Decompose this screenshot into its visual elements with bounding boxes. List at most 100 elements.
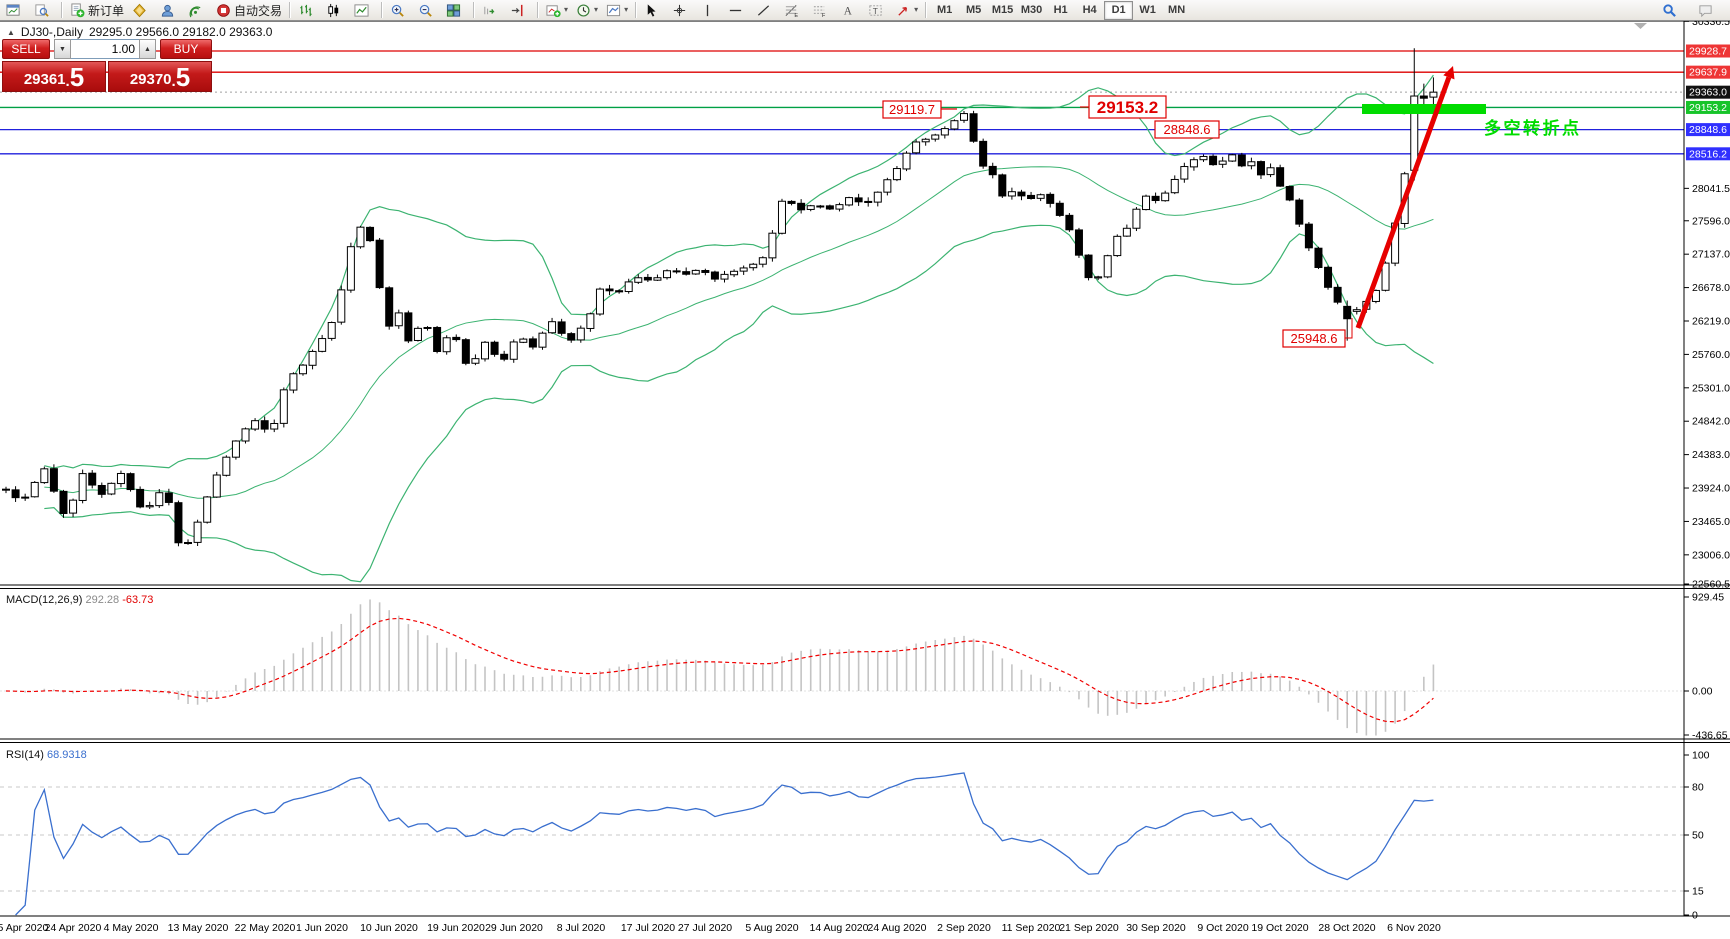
axis-tick-label: 22560.5 bbox=[1692, 579, 1730, 591]
timeframe-m5-button[interactable]: M5 bbox=[965, 4, 982, 16]
toolbar-profiles-button[interactable] bbox=[30, 0, 58, 21]
toolbar-new-order-button[interactable]: 新订单 bbox=[66, 0, 128, 21]
price-label-box bbox=[1282, 329, 1346, 348]
toolbar-fibonacci-button[interactable]: E bbox=[780, 0, 808, 21]
candle-body bbox=[1065, 214, 1074, 231]
toolbar-periods-button[interactable]: ▾ bbox=[572, 0, 602, 21]
candle-body bbox=[1343, 305, 1352, 320]
timeframe-mn-button[interactable]: MN bbox=[1168, 4, 1186, 16]
toolbar-horizontal-line-button[interactable] bbox=[724, 0, 752, 21]
date-label: 30 Sep 2020 bbox=[1126, 922, 1186, 934]
toolbar-chart-shift-button[interactable] bbox=[506, 0, 534, 21]
toolbar-line-chart-button[interactable] bbox=[350, 0, 378, 21]
candle-body bbox=[1247, 161, 1256, 167]
candle-body bbox=[481, 341, 489, 360]
toolbar-text-button[interactable]: A bbox=[836, 0, 864, 21]
toolbar-autotrading-button[interactable]: 自动交易 bbox=[212, 0, 286, 21]
date-label: 17 Jul 2020 bbox=[621, 922, 675, 934]
ask-price-button[interactable]: 29370. 5 bbox=[108, 61, 212, 92]
toolbar-cursor-button[interactable] bbox=[640, 0, 668, 21]
ask-price-dot: . bbox=[171, 73, 176, 90]
candle-body bbox=[528, 338, 537, 348]
date-label: 9 Oct 2020 bbox=[1197, 922, 1249, 934]
toolbar-templates-button[interactable]: ▾ bbox=[602, 0, 632, 21]
toolbar-arrows-button[interactable]: ▾ bbox=[892, 0, 922, 21]
timeframe-m30-button[interactable]: M30 bbox=[1020, 4, 1043, 16]
candle-body bbox=[758, 257, 767, 265]
toolbar-auto-scroll-button[interactable] bbox=[478, 0, 506, 21]
chevron-down-icon: ▾ bbox=[914, 5, 919, 14]
candle-body bbox=[988, 165, 997, 176]
toolbar-vertical-line-button[interactable] bbox=[696, 0, 724, 21]
date-label: 24 Apr 2020 bbox=[45, 922, 102, 934]
toolbar-crosshair-button[interactable] bbox=[668, 0, 696, 21]
bollinger-upper-band bbox=[44, 74, 1434, 469]
chart-area[interactable]: 29119.7 29153.2 28848.6 25948.6 多空转折点 30336.5… bbox=[0, 21, 1730, 939]
toolbar-tile-windows-button[interactable] bbox=[442, 0, 470, 21]
candle-body bbox=[40, 468, 49, 484]
timeframe-d1-button[interactable]: D1 bbox=[1104, 0, 1134, 20]
volume-input[interactable] bbox=[71, 39, 139, 59]
templates-icon bbox=[606, 3, 621, 18]
toolbar-text-label-button[interactable]: T bbox=[864, 0, 892, 21]
price-tag-text: 29928.7 bbox=[1689, 46, 1727, 58]
timeframe-w1-button[interactable]: W1 bbox=[1139, 4, 1156, 16]
toolbar-community-button[interactable] bbox=[156, 0, 184, 21]
green-highlight-bar bbox=[1362, 104, 1486, 114]
timeframe-h4-button[interactable]: H4 bbox=[1082, 4, 1097, 16]
sell-button[interactable]: SELL bbox=[2, 39, 50, 59]
toolbar-styles-button[interactable] bbox=[128, 0, 156, 21]
macd-signal-line bbox=[5, 617, 1434, 723]
toolbar-search-button[interactable] bbox=[1658, 0, 1686, 21]
candle-body bbox=[1256, 161, 1265, 176]
toolbar-candlestick-chart-button[interactable] bbox=[322, 0, 350, 21]
zoom-out-icon bbox=[418, 3, 433, 18]
price-tag-text: 28848.6 bbox=[1689, 124, 1727, 136]
toolbar-group bbox=[386, 0, 470, 21]
price-tag-bg bbox=[1686, 123, 1730, 137]
timeframe-h1-button[interactable]: H1 bbox=[1053, 4, 1068, 16]
timeframe-m15-button[interactable]: M15 bbox=[991, 4, 1014, 16]
candle-body bbox=[873, 191, 882, 203]
candle-body bbox=[969, 113, 978, 142]
candle-body bbox=[1429, 91, 1438, 98]
toolbar-zoom-out-button[interactable] bbox=[414, 0, 442, 21]
toolbar-signals-button[interactable] bbox=[184, 0, 212, 21]
candle-body bbox=[749, 263, 758, 269]
toolbar-chat-button[interactable] bbox=[1694, 0, 1722, 21]
toolbar-trendline-button[interactable] bbox=[752, 0, 780, 21]
toolbar-new-chart-button[interactable] bbox=[2, 0, 30, 21]
volume-decrease-button[interactable]: ▼ bbox=[54, 39, 71, 59]
toolbar-indicators-button[interactable]: ▾ bbox=[542, 0, 572, 21]
buy-button[interactable]: BUY bbox=[160, 39, 212, 59]
candle-body bbox=[950, 120, 959, 130]
toolbar-bar-chart-button[interactable] bbox=[294, 0, 322, 21]
bollinger-lower-band bbox=[44, 224, 1434, 583]
candle-body bbox=[825, 205, 834, 210]
new-order-icon bbox=[70, 2, 85, 18]
candle-body bbox=[1228, 154, 1237, 162]
candle-body bbox=[298, 364, 307, 375]
rsi-indicator bbox=[0, 772, 1684, 916]
price-tag-text: 29363.0 bbox=[1689, 87, 1727, 99]
price-label-connector bbox=[1345, 318, 1353, 339]
price-label-box bbox=[882, 100, 942, 119]
candle-body bbox=[327, 322, 336, 339]
toolbar-zoom-in-button[interactable] bbox=[386, 0, 414, 21]
indicators-icon bbox=[546, 3, 561, 18]
price-label-text: 28848.6 bbox=[1164, 122, 1211, 137]
volume-increase-button[interactable]: ▲ bbox=[139, 39, 156, 59]
timeframe-m1-button[interactable]: M1 bbox=[936, 4, 953, 16]
toolbar-fibonacci-expansion-button[interactable]: F bbox=[808, 0, 836, 21]
rsi-label: RSI(14) 68.9318 bbox=[6, 749, 87, 761]
candle-body bbox=[1161, 192, 1170, 202]
one-click-trading-panel: SELL ▼ ▲ BUY 29361.5 29370.5 bbox=[2, 39, 212, 92]
scroll-end-marker[interactable] bbox=[1634, 23, 1647, 29]
chart-background bbox=[0, 21, 1730, 939]
candle-body bbox=[548, 321, 557, 334]
svg-text:T: T bbox=[873, 5, 878, 15]
fibonacci-icon: E bbox=[784, 3, 799, 18]
candle-body bbox=[902, 152, 911, 170]
bid-price-button[interactable]: 29361. 5 bbox=[2, 61, 106, 92]
candle-body bbox=[816, 205, 825, 208]
